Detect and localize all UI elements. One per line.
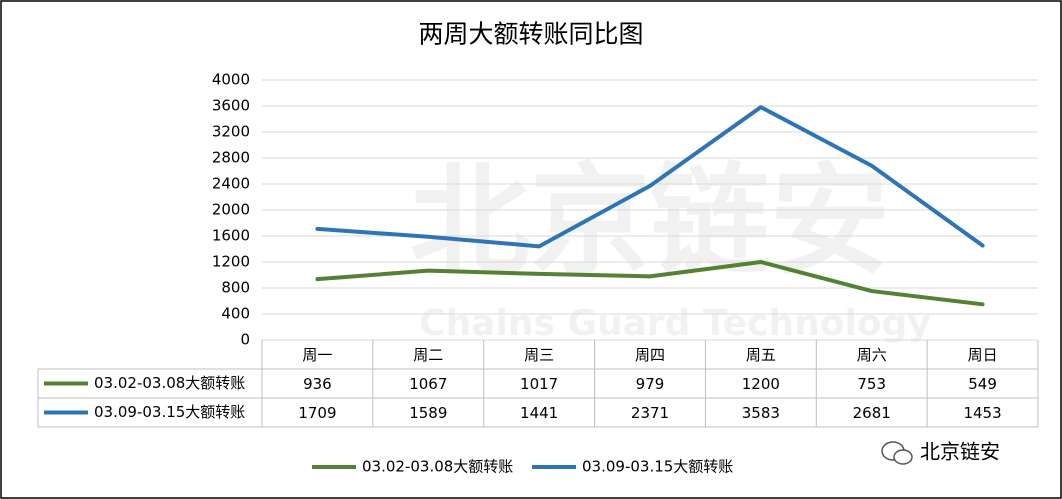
y-tick-label: 0 [240,331,250,349]
watermark: 北京链安 [410,153,890,292]
y-tick-label: 2400 [212,175,250,193]
series-line [315,105,985,249]
y-tick-label: 2000 [212,201,250,219]
y-tick-label: 1200 [212,253,250,271]
x-tick-label: 周五 [746,346,776,364]
legend-item: 03.02-03.08大额转账 [312,458,513,476]
y-tick-label: 400 [221,305,250,323]
series-line [315,260,985,307]
source-logo: 北京链安 [881,440,1000,465]
legend-label: 03.02-03.08大额转账 [362,458,513,476]
table-value: 1017 [520,375,558,393]
watermark: Chains Guard Technology [419,303,931,344]
table-value: 1067 [409,375,447,393]
x-tick-label: 周四 [635,346,665,364]
table-value: 753 [857,375,886,393]
table-value: 1453 [963,404,1001,422]
table-value: 1200 [742,375,780,393]
x-tick-label: 周日 [968,346,998,364]
chart-title: 两周大额转账同比图 [418,20,643,49]
y-tick-label: 3200 [212,123,250,141]
table-series-name: 03.09-03.15大额转账 [94,403,245,421]
table-value: 2681 [853,404,891,422]
table-series-name: 03.02-03.08大额转账 [94,374,245,392]
table-value: 1441 [520,404,558,422]
source: 北京链安 [920,440,1000,464]
x-tick-label: 周六 [857,346,887,364]
table-value: 549 [968,375,997,393]
table-value: 1709 [298,404,336,422]
x-tick-label: 周二 [413,346,443,364]
x-tick-label: 周三 [524,346,554,364]
y-tick-label: 800 [221,279,250,297]
legend-item: 03.09-03.15大额转账 [532,458,733,476]
y-tick-label: 2800 [212,149,250,167]
table-value: 1589 [409,404,447,422]
table-value: 936 [303,375,332,393]
x-tick-label: 周一 [302,346,332,364]
y-tick-label: 1600 [212,227,250,245]
table-value: 979 [636,375,665,393]
y-tick-label: 3600 [212,97,250,115]
table-value: 2371 [631,404,669,422]
y-tick-label: 4000 [212,71,250,89]
table-value: 3583 [742,404,780,422]
legend-label: 03.09-03.15大额转账 [582,458,733,476]
